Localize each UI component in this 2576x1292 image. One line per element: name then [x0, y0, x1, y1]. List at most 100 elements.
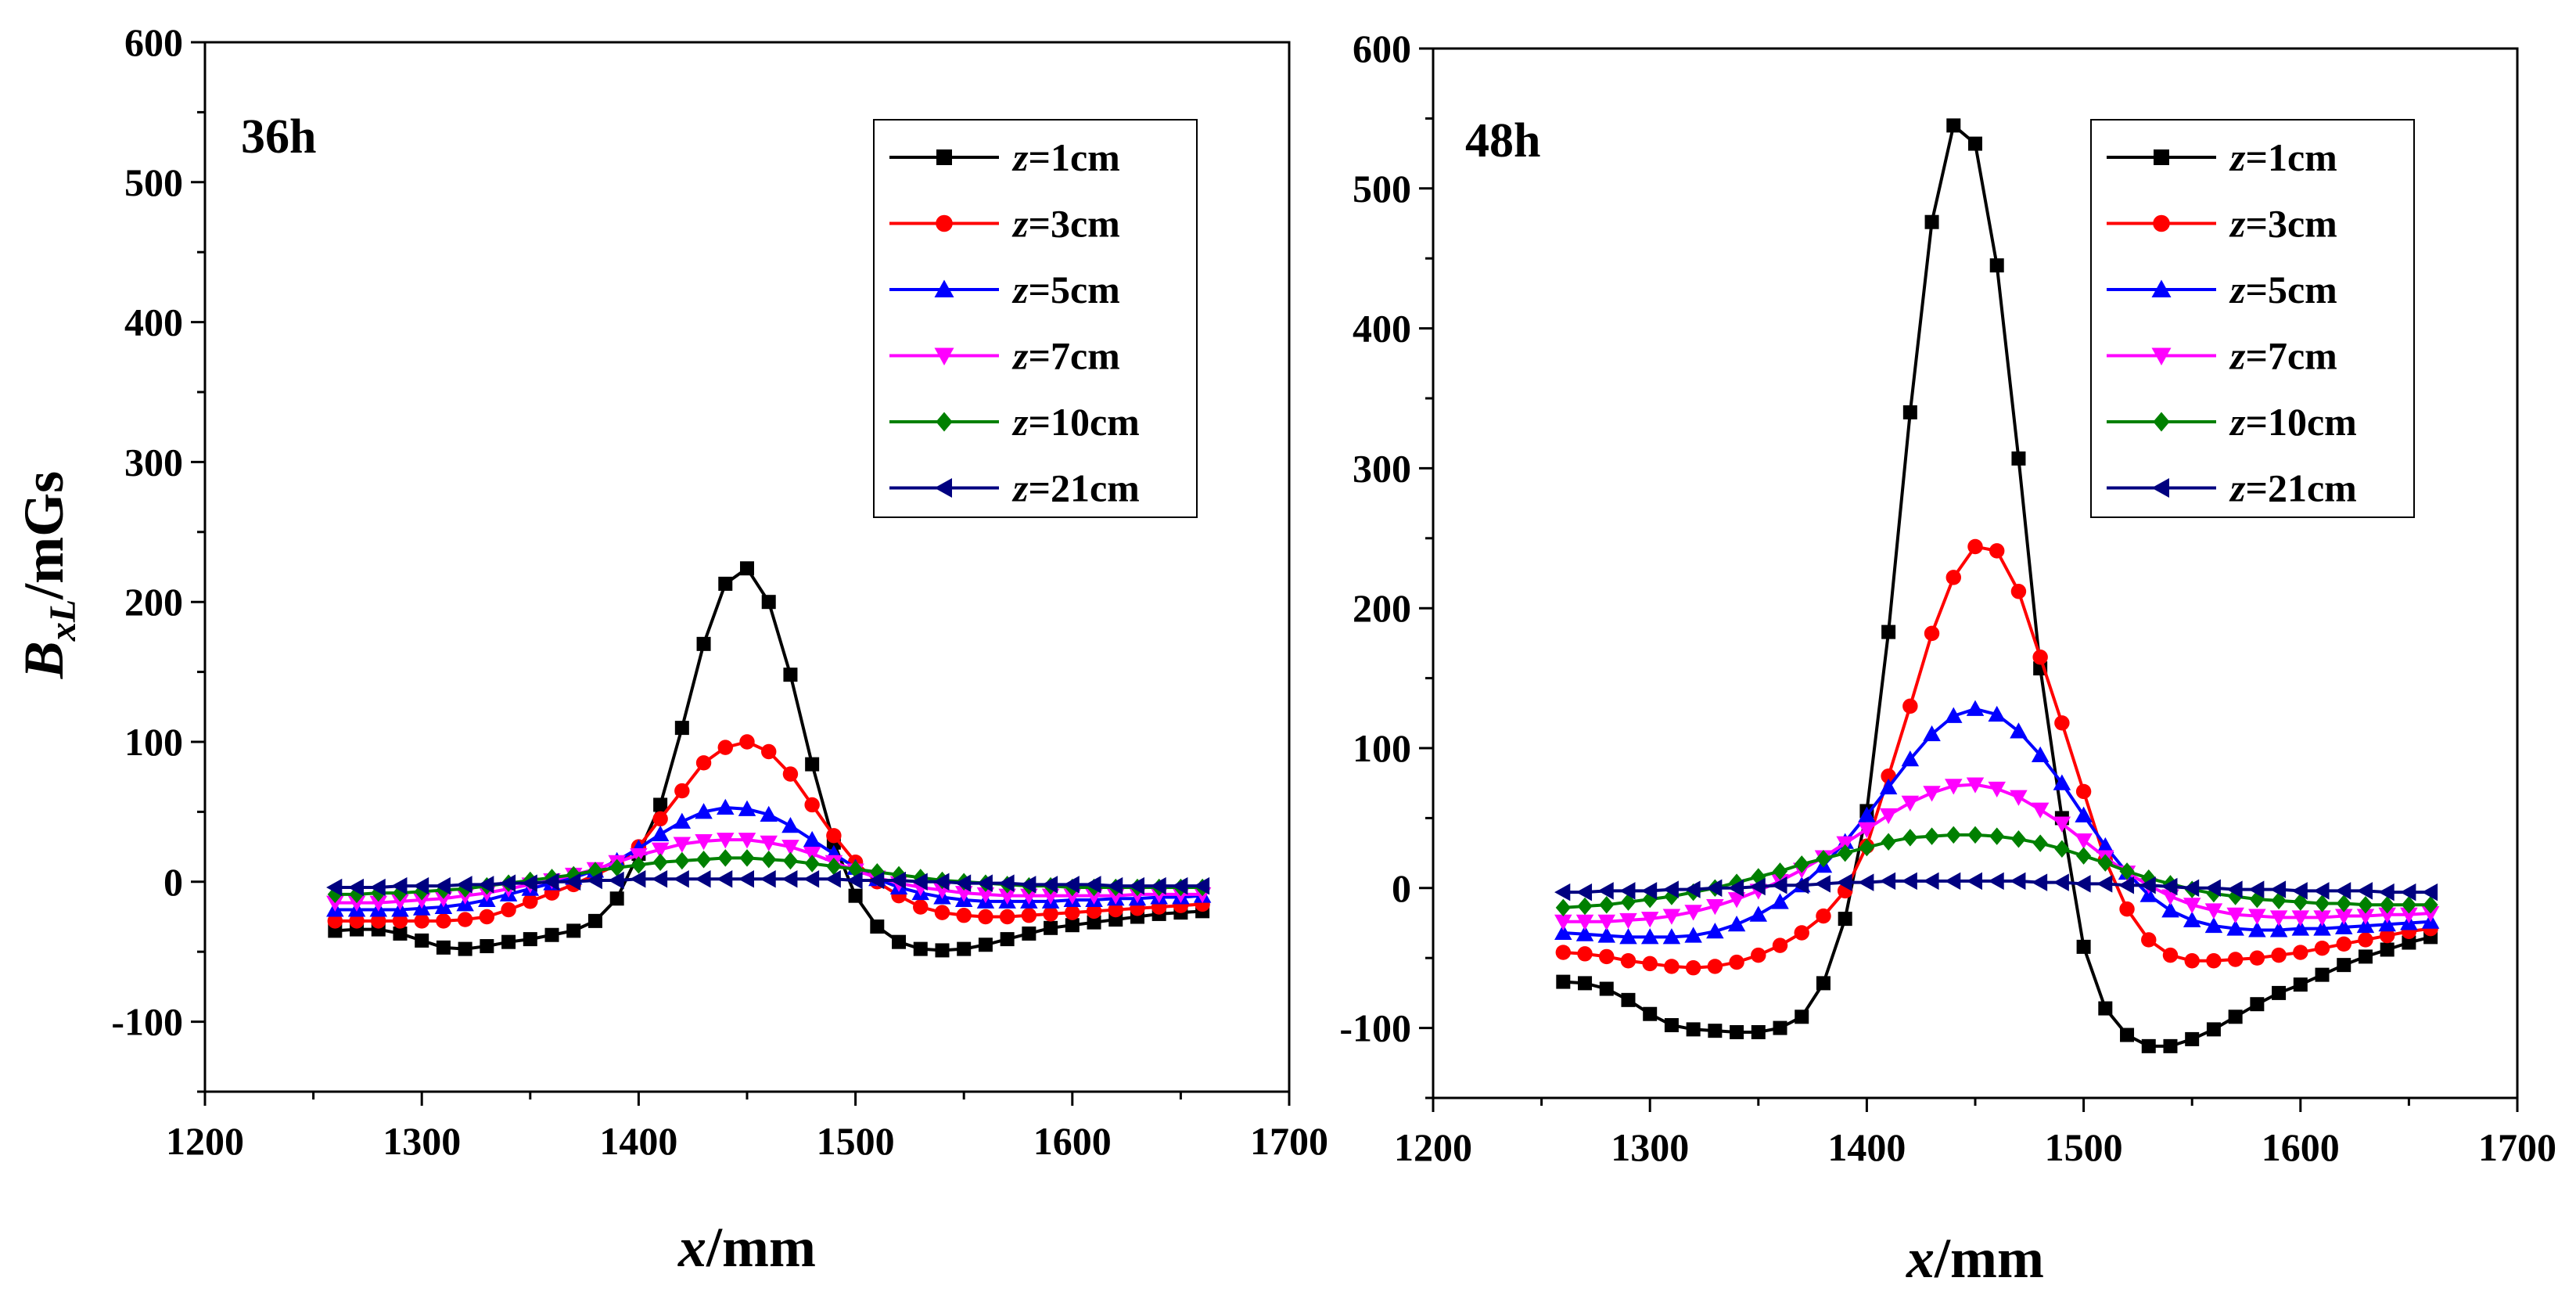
- data-point: [1065, 905, 1080, 920]
- data-point: [393, 926, 408, 941]
- data-point: [1640, 882, 1658, 900]
- data-point: [2226, 907, 2244, 924]
- data-point: [1707, 959, 1723, 974]
- data-point: [848, 888, 863, 903]
- data-point: [1640, 928, 1659, 945]
- data-point: [804, 797, 820, 813]
- x-tick-label: 1600: [1033, 1119, 1112, 1163]
- data-point: [1620, 953, 1636, 969]
- data-point: [695, 755, 712, 771]
- data-point: [1967, 538, 1983, 555]
- y-tick-label: 300: [1353, 446, 1411, 490]
- data-point: [1772, 862, 1788, 880]
- data-point: [1881, 833, 1896, 851]
- data-point: [1662, 880, 1679, 898]
- x-tick-label: 1300: [383, 1119, 461, 1163]
- data-point: [347, 895, 366, 912]
- data-point: [673, 869, 689, 888]
- legend-marker: [2151, 347, 2172, 365]
- x-tick-label: 1600: [2262, 1125, 2340, 1169]
- data-point: [521, 874, 537, 892]
- y-tick-label: 600: [1353, 27, 1411, 70]
- data-point: [2141, 932, 2157, 948]
- data-point: [1664, 959, 1680, 974]
- data-point: [2336, 936, 2351, 952]
- data-point: [2096, 837, 2114, 854]
- data-point: [1065, 918, 1080, 933]
- data-point: [1193, 876, 1210, 895]
- legend-box: [2090, 119, 2415, 518]
- data-point: [1554, 883, 1571, 902]
- data-point: [2400, 907, 2418, 924]
- data-point: [458, 941, 472, 956]
- data-point: [499, 874, 516, 892]
- data-point: [479, 909, 495, 925]
- data-point: [2356, 916, 2375, 934]
- data-point: [760, 805, 778, 822]
- data-point: [609, 858, 625, 877]
- y-tick-label: 400: [1353, 307, 1411, 351]
- legend-entry: z=1cm: [889, 135, 1120, 179]
- data-point: [1108, 902, 1123, 918]
- data-point: [2011, 451, 2026, 466]
- legend-marker: [934, 347, 954, 365]
- data-point: [1085, 876, 1101, 894]
- data-point: [1662, 928, 1681, 945]
- legend-label: z=3cm: [2229, 202, 2337, 246]
- data-point: [2075, 783, 2092, 800]
- data-point: [2271, 947, 2287, 963]
- data-point: [2291, 920, 2310, 936]
- data-point: [1923, 725, 1941, 742]
- data-point: [2358, 896, 2373, 914]
- legend: z=1cm z=3cm z=5cm z=7cm z=10cm z=21cm: [2090, 119, 2415, 518]
- legend-entry: z=5cm: [889, 268, 1120, 311]
- data-point: [738, 869, 754, 888]
- data-point: [1020, 888, 1038, 905]
- data-point: [2075, 806, 2093, 822]
- data-point: [651, 869, 668, 888]
- legend-entry: z=3cm: [889, 202, 1120, 246]
- data-point: [2010, 722, 2028, 739]
- data-point: [717, 740, 734, 755]
- data-point: [1923, 786, 1941, 802]
- data-point: [1063, 876, 1080, 894]
- data-point: [1795, 1009, 1809, 1024]
- data-point: [1619, 912, 1637, 930]
- data-point: [1000, 932, 1015, 947]
- data-point: [2076, 939, 2091, 954]
- y-axis-title: BxL/mGs: [13, 471, 84, 679]
- data-point: [868, 871, 885, 890]
- data-point: [2184, 953, 2200, 969]
- data-point: [2248, 880, 2265, 898]
- data-point: [347, 878, 365, 897]
- data-point: [1044, 920, 1058, 935]
- data-point: [478, 876, 494, 894]
- data-point: [2010, 830, 2027, 848]
- panel-label: 48h: [1465, 114, 1540, 167]
- data-point: [412, 876, 429, 895]
- data-point: [2204, 879, 2221, 898]
- data-point: [523, 932, 537, 947]
- data-point: [1879, 808, 1898, 825]
- data-point: [2314, 894, 2330, 912]
- data-point: [2314, 940, 2330, 956]
- data-point: [2272, 985, 2287, 1000]
- data-point: [1664, 1018, 1679, 1033]
- data-point: [1597, 927, 1616, 943]
- data-point: [1619, 882, 1636, 900]
- data-point: [2031, 746, 2050, 762]
- legend-label: z=5cm: [1011, 268, 1120, 311]
- data-point: [369, 895, 388, 912]
- data-point: [1599, 948, 1615, 965]
- data-point: [1577, 946, 1593, 962]
- data-point: [1556, 974, 1571, 989]
- data-point: [1555, 945, 1572, 960]
- data-point: [1086, 903, 1102, 920]
- data-point: [1684, 905, 1702, 921]
- data-point: [436, 913, 451, 929]
- data-point: [783, 668, 798, 682]
- data-point: [1599, 981, 1614, 996]
- data-point: [1729, 954, 1744, 970]
- data-point: [978, 909, 993, 925]
